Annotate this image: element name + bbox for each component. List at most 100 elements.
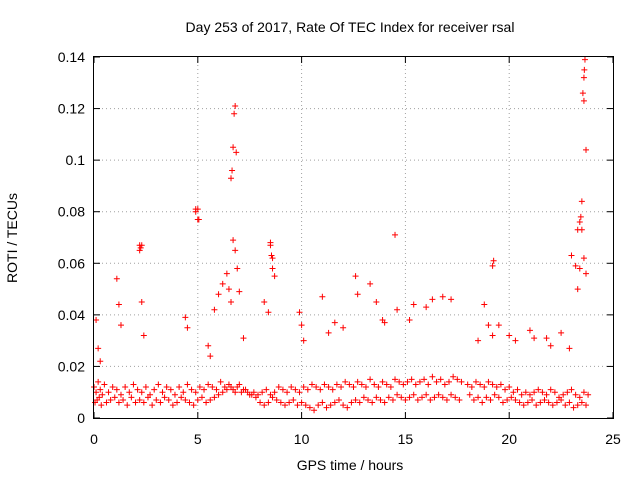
data-point xyxy=(495,322,502,329)
data-point xyxy=(99,391,106,398)
data-point xyxy=(477,381,484,388)
data-point xyxy=(508,394,515,401)
data-point xyxy=(578,198,585,205)
data-point xyxy=(340,324,347,331)
data-point xyxy=(429,296,436,303)
data-point xyxy=(296,309,303,316)
y-tick-label: 0 xyxy=(77,410,85,426)
data-point xyxy=(277,399,284,406)
data-point xyxy=(485,322,492,329)
data-point xyxy=(96,394,103,401)
data-point xyxy=(140,399,147,406)
data-point xyxy=(169,402,176,409)
data-point xyxy=(433,378,440,385)
data-point xyxy=(213,386,220,393)
data-point xyxy=(475,394,482,401)
data-point xyxy=(292,386,299,393)
data-point xyxy=(196,384,203,391)
data-point xyxy=(396,378,403,385)
data-point xyxy=(367,280,374,287)
data-points xyxy=(91,56,592,414)
data-point xyxy=(176,384,183,391)
data-point xyxy=(581,56,588,63)
data-point xyxy=(180,389,187,396)
data-point xyxy=(138,242,145,249)
data-point xyxy=(497,381,504,388)
data-point xyxy=(581,66,588,73)
data-point xyxy=(543,335,550,342)
data-point xyxy=(269,265,276,272)
data-point xyxy=(553,399,560,406)
data-point xyxy=(315,402,322,409)
data-point xyxy=(572,391,579,398)
data-point xyxy=(236,288,243,295)
data-point xyxy=(259,389,266,396)
data-point xyxy=(182,396,189,403)
x-tick-label: 0 xyxy=(90,431,98,447)
data-point xyxy=(373,298,380,305)
data-point xyxy=(425,381,432,388)
data-point xyxy=(269,394,276,401)
data-point xyxy=(516,399,523,406)
data-point xyxy=(194,396,201,403)
data-point xyxy=(410,301,417,308)
data-point xyxy=(367,376,374,383)
data-point xyxy=(165,396,172,403)
data-point xyxy=(302,402,309,409)
data-point xyxy=(325,329,332,336)
data-point xyxy=(317,386,324,393)
y-tick-label: 0.08 xyxy=(58,204,85,220)
data-point xyxy=(475,337,482,344)
data-point xyxy=(512,337,519,344)
data-point xyxy=(547,386,554,393)
data-point xyxy=(105,389,112,396)
data-point xyxy=(304,386,311,393)
data-point xyxy=(485,378,492,385)
data-point xyxy=(495,394,502,401)
data-point xyxy=(392,231,399,238)
data-point xyxy=(95,345,102,352)
data-point xyxy=(389,396,396,403)
data-point xyxy=(138,298,145,305)
data-point xyxy=(171,391,178,398)
data-point xyxy=(583,270,590,277)
data-point xyxy=(115,301,122,308)
data-point xyxy=(549,402,556,409)
data-point xyxy=(489,262,496,269)
data-point xyxy=(126,389,133,396)
data-point xyxy=(481,301,488,308)
data-point xyxy=(416,378,423,385)
data-point xyxy=(358,381,365,388)
data-point xyxy=(566,399,573,406)
data-point xyxy=(228,298,235,305)
data-point xyxy=(365,396,372,403)
data-point xyxy=(490,257,497,264)
data-point xyxy=(562,402,569,409)
data-point xyxy=(286,399,293,406)
data-point xyxy=(207,353,214,360)
data-point xyxy=(184,381,191,388)
data-point xyxy=(269,255,276,262)
data-point xyxy=(190,402,197,409)
data-point xyxy=(338,384,345,391)
data-point xyxy=(381,399,388,406)
data-point xyxy=(348,399,355,406)
data-point xyxy=(153,396,160,403)
data-point xyxy=(373,394,380,401)
data-point xyxy=(215,391,222,398)
data-point xyxy=(201,386,208,393)
data-point xyxy=(514,386,521,393)
data-point xyxy=(215,291,222,298)
data-point xyxy=(144,394,151,401)
data-point xyxy=(580,74,587,81)
data-point xyxy=(230,144,237,151)
data-point xyxy=(225,286,232,293)
data-point xyxy=(354,378,361,385)
x-tick-label: 25 xyxy=(605,431,621,447)
data-point xyxy=(136,247,143,254)
data-point xyxy=(113,386,120,393)
data-point xyxy=(161,394,168,401)
axis-ticks: 0 0.02 0.04 0.06 0.08 0.1 0.12 0.14 0 5 10 15 20 25 xyxy=(58,49,621,447)
data-point xyxy=(261,402,268,409)
data-point xyxy=(138,389,145,396)
